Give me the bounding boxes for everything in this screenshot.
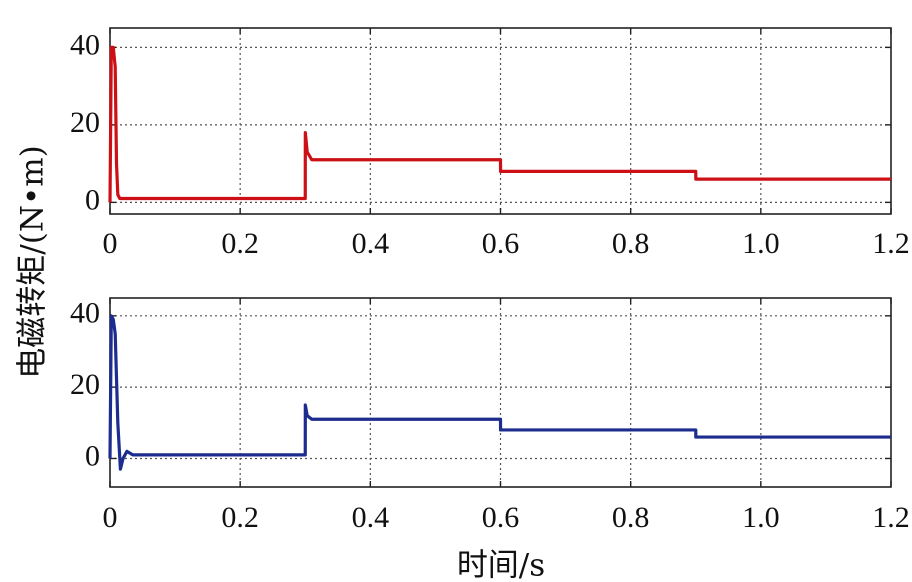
x-tick-label: 0	[103, 227, 118, 260]
y-tick-label: 0	[85, 183, 100, 216]
y-axis-label: 电磁转矩/(N•m)	[15, 145, 51, 378]
y-tick-label: 20	[70, 106, 100, 139]
x-tick-label: 0.6	[482, 227, 520, 260]
x-tick-label: 0	[103, 501, 118, 534]
y-tick-label: 40	[70, 28, 100, 61]
x-tick-label: 1.2	[872, 227, 910, 260]
x-axis-label: 时间/s	[457, 548, 545, 582]
x-tick-label: 1.0	[742, 501, 780, 534]
chart-panel-bottom: 0 0.2 0.4 0.6 0.8 1.0 1.2 0 20 40	[70, 297, 910, 534]
y-tick-label: 40	[70, 297, 100, 330]
series-line-bottom	[108, 314, 891, 471]
x-tick-label: 0.2	[221, 501, 259, 534]
x-tick-label: 0.8	[612, 501, 650, 534]
x-tick-label: 0.2	[221, 227, 259, 260]
x-tick-label: 0.6	[482, 501, 520, 534]
x-tick-label: 1.2	[872, 501, 910, 534]
x-tick-label: 0.4	[352, 227, 390, 260]
x-tick-label: 0.4	[352, 501, 390, 534]
series-line-top	[108, 45, 891, 203]
y-tick-label: 0	[85, 439, 100, 472]
x-tick-label: 0.8	[612, 227, 650, 260]
y-tick-label: 20	[70, 368, 100, 401]
chart-panel-top: 0 0.2 0.4 0.6 0.8 1.0 1.2 0 20 40	[70, 27, 910, 260]
x-tick-label: 1.0	[742, 227, 780, 260]
plot-frame	[109, 27, 892, 215]
